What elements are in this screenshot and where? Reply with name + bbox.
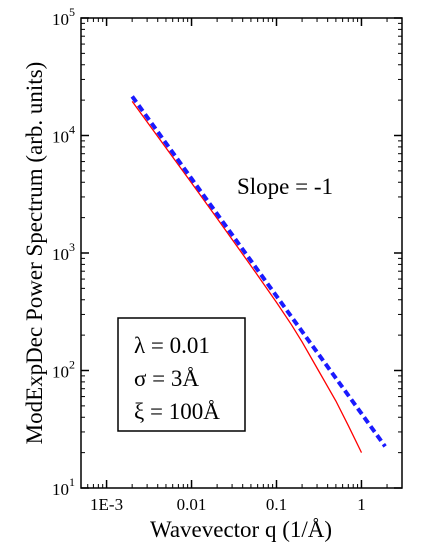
x-tick-label: 0.01 <box>177 495 207 514</box>
series-layer <box>130 95 387 453</box>
y-tick-base: 10 <box>52 245 69 264</box>
sigma-value: = 3Å <box>146 366 199 391</box>
slope-reference-line <box>130 95 387 448</box>
y-tick-exponent: 4 <box>69 123 75 137</box>
y-tick-label: 102 <box>52 358 75 382</box>
slope-annotation: Slope = -1 <box>237 174 333 199</box>
param-xi: ξ = 100Å <box>134 399 220 424</box>
y-tick-exponent: 1 <box>69 475 75 489</box>
y-tick-base: 10 <box>52 363 69 382</box>
param-lambda: λ = 0.01 <box>134 333 210 358</box>
y-tick-label: 101 <box>52 475 75 499</box>
x-tick-label: 1E-3 <box>90 495 123 514</box>
xi-value: = 100Å <box>144 399 220 424</box>
param-sigma: σ = 3Å <box>134 366 199 391</box>
x-axis-ticks: 1E-3 0.01 0.1 1 <box>87 18 388 514</box>
x-tick-label: 1 <box>357 495 366 514</box>
spectrum-curve <box>131 101 363 453</box>
lambda-symbol: λ <box>134 333 146 358</box>
sigma-symbol: σ <box>134 366 147 391</box>
y-tick-label: 105 <box>52 5 75 29</box>
xi-symbol: ξ <box>134 399 144 424</box>
parameter-box <box>117 317 246 432</box>
y-tick-base: 10 <box>52 10 69 29</box>
y-axis-label: ModExpDec Power Spectrum (arb. units) <box>22 62 47 445</box>
x-axis-label: Wavevector q (1/Å) <box>150 517 332 542</box>
y-tick-base: 10 <box>52 480 69 499</box>
lambda-value: = 0.01 <box>145 333 210 358</box>
y-tick-exponent: 3 <box>69 240 75 254</box>
y-tick-label: 103 <box>52 240 75 264</box>
y-tick-exponent: 5 <box>69 5 75 19</box>
y-tick-label: 104 <box>52 123 75 147</box>
y-tick-base: 10 <box>52 128 69 147</box>
y-tick-exponent: 2 <box>69 358 75 372</box>
x-tick-label: 0.1 <box>266 495 287 514</box>
